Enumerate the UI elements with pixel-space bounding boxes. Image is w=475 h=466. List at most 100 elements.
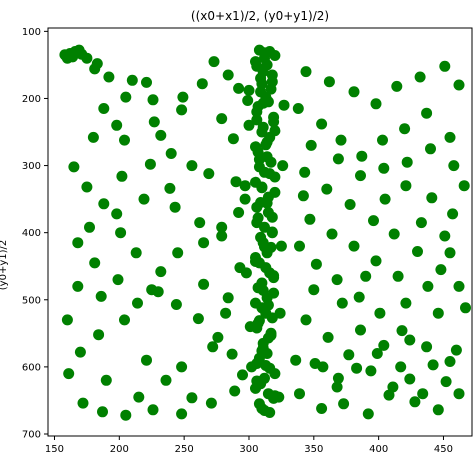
data-point bbox=[77, 397, 89, 409]
data-point bbox=[331, 381, 343, 393]
data-point bbox=[275, 240, 287, 252]
data-point bbox=[256, 345, 268, 357]
data-point bbox=[89, 63, 101, 75]
x-tick-label: 250 bbox=[175, 444, 194, 455]
data-point bbox=[253, 315, 265, 327]
data-point bbox=[257, 97, 269, 109]
data-point bbox=[370, 98, 382, 110]
data-point bbox=[138, 193, 150, 205]
y-tick-label: 700 bbox=[22, 429, 41, 440]
data-point bbox=[260, 139, 272, 151]
data-point bbox=[95, 290, 107, 302]
data-point bbox=[72, 237, 84, 249]
y-axis-title: (y0+y1)/2 bbox=[0, 240, 9, 290]
data-point bbox=[269, 125, 281, 137]
y-tick-label: 300 bbox=[22, 161, 41, 172]
data-point bbox=[243, 84, 255, 96]
data-point bbox=[450, 344, 462, 356]
data-point bbox=[74, 346, 86, 358]
data-point bbox=[353, 291, 365, 303]
data-point bbox=[119, 134, 130, 146]
data-point bbox=[216, 221, 228, 233]
data-point bbox=[148, 116, 160, 128]
data-point bbox=[391, 80, 403, 92]
data-point bbox=[169, 201, 181, 213]
data-point bbox=[87, 131, 99, 143]
data-point bbox=[73, 44, 85, 56]
data-point bbox=[97, 406, 108, 418]
data-point bbox=[427, 359, 439, 371]
data-point bbox=[294, 388, 305, 400]
data-point bbox=[251, 201, 263, 213]
data-point bbox=[374, 307, 386, 319]
x-tick-label: 300 bbox=[239, 444, 258, 455]
data-point bbox=[444, 356, 456, 367]
y-tick-label: 100 bbox=[22, 27, 41, 38]
data-point bbox=[239, 180, 251, 192]
data-point bbox=[93, 329, 105, 341]
data-point bbox=[72, 280, 84, 292]
data-point bbox=[447, 208, 459, 220]
data-point bbox=[317, 361, 329, 373]
data-point bbox=[379, 193, 391, 205]
data-point bbox=[264, 168, 276, 180]
data-point bbox=[216, 113, 228, 125]
data-point bbox=[133, 391, 145, 403]
data-point bbox=[300, 66, 312, 78]
data-point bbox=[378, 339, 390, 351]
data-point bbox=[321, 183, 333, 195]
data-point bbox=[132, 297, 143, 309]
data-point bbox=[89, 257, 101, 269]
data-point bbox=[203, 168, 215, 180]
data-point bbox=[448, 160, 460, 172]
data-point bbox=[257, 121, 269, 133]
data-point bbox=[257, 284, 269, 296]
data-point bbox=[246, 361, 258, 373]
data-point bbox=[198, 278, 210, 290]
data-point bbox=[240, 267, 252, 279]
data-point bbox=[426, 192, 438, 204]
data-point bbox=[61, 314, 73, 326]
data-point bbox=[251, 60, 263, 72]
data-point bbox=[260, 360, 272, 371]
data-point bbox=[116, 170, 128, 182]
y-tick-label: 600 bbox=[22, 362, 41, 373]
data-point bbox=[81, 52, 93, 64]
data-point bbox=[100, 374, 112, 386]
data-point bbox=[222, 69, 234, 81]
data-point bbox=[164, 182, 176, 194]
data-point bbox=[266, 226, 278, 238]
data-point bbox=[233, 207, 245, 218]
data-point bbox=[205, 397, 217, 409]
x-tick-label: 400 bbox=[369, 444, 388, 455]
data-point bbox=[177, 91, 189, 103]
data-point bbox=[453, 280, 465, 292]
data-point bbox=[81, 181, 93, 193]
data-point bbox=[316, 403, 328, 414]
data-point bbox=[310, 258, 322, 270]
data-point bbox=[399, 123, 411, 135]
data-point bbox=[186, 160, 198, 172]
data-point bbox=[338, 398, 350, 410]
data-point bbox=[323, 76, 335, 88]
data-point bbox=[412, 246, 423, 257]
data-point bbox=[141, 76, 152, 88]
data-point bbox=[120, 91, 132, 103]
x-tick-label: 450 bbox=[434, 444, 453, 455]
data-point bbox=[331, 274, 343, 286]
data-point bbox=[370, 255, 382, 267]
data-point bbox=[115, 227, 127, 239]
data-point bbox=[356, 150, 368, 162]
data-point bbox=[252, 212, 264, 224]
data-point bbox=[401, 156, 413, 168]
data-point bbox=[395, 361, 407, 373]
data-point bbox=[417, 388, 429, 400]
data-point bbox=[371, 348, 383, 359]
data-point bbox=[351, 362, 363, 374]
data-point bbox=[266, 211, 278, 223]
data-point bbox=[176, 361, 188, 373]
data-point bbox=[196, 78, 208, 90]
data-point bbox=[404, 373, 416, 385]
data-point bbox=[266, 69, 278, 81]
